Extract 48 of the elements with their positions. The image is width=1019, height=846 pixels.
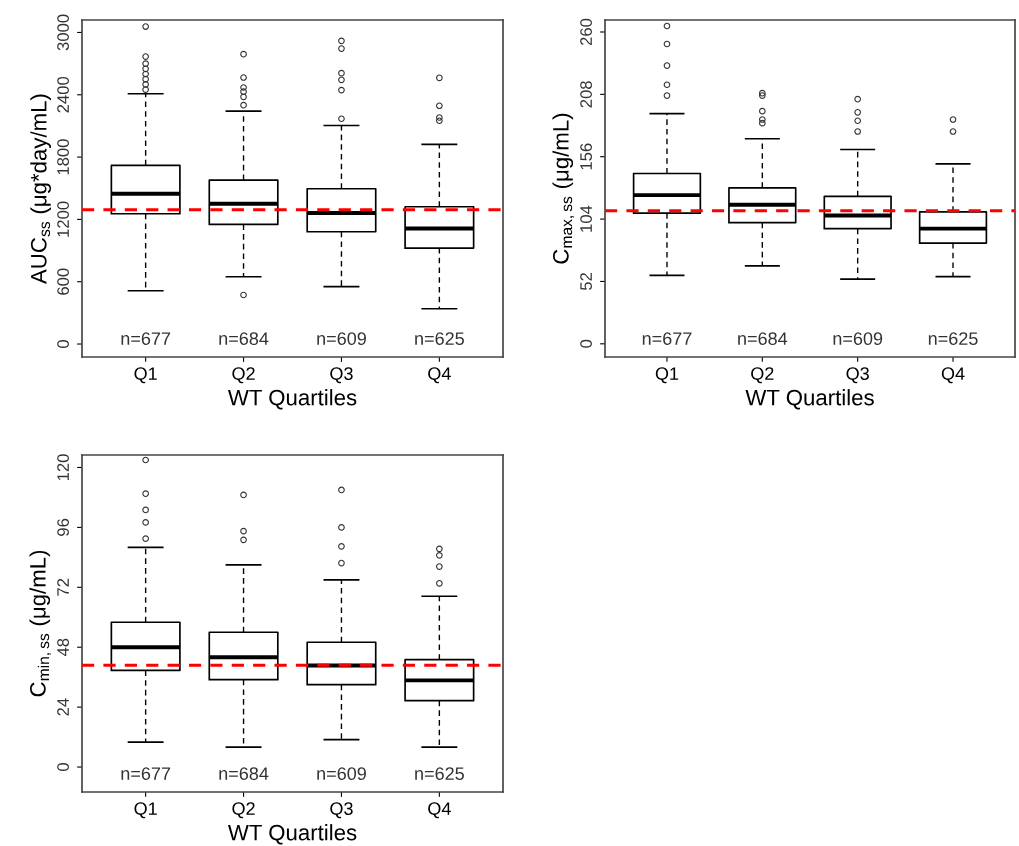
x-tick-label: Q3 [330,802,353,819]
y-tick-label: 1200 [57,201,69,237]
annotation: n=684 [738,332,788,346]
x-tick-label: Q3 [846,367,869,384]
y-tick-label: 2400 [57,76,69,113]
y-tick-label: 52 [580,273,592,291]
y-tick-label: 0 [57,340,69,348]
annotation: n=684 [219,767,269,781]
annotation: n=625 [415,332,464,346]
y-tick-label: 260 [580,18,592,46]
annotation: n=609 [317,767,366,781]
x-tick-label: Q4 [428,367,451,384]
y-tick-label: 0 [580,339,592,348]
x-tick-label: Q3 [330,367,353,384]
annotation: n=625 [415,767,464,781]
annotation: n=609 [317,332,366,346]
x-tick-label: Q2 [232,802,255,819]
x-axis-title: WT Quartiles [745,389,874,410]
y-tick-label: 3000 [57,14,69,51]
x-axis-title: WT Quartiles [227,389,357,410]
y-axis-title: C$_{max,ss}$ (μg/mL) [552,113,575,264]
annotation: n=677 [121,767,171,781]
y-tick-label: 208 [580,81,592,108]
y-tick-label: 0 [57,763,69,772]
y-tick-label: 156 [580,143,592,170]
x-tick-label: Q1 [655,367,679,384]
annotation: n=625 [928,332,978,346]
x-tick-label: Q2 [751,367,774,384]
y-axis-title: AUC$_{ss}$ (μg*day/mL) [30,94,52,285]
x-tick-label: Q2 [232,367,255,384]
x-tick-label: Q4 [941,367,965,384]
x-tick-label: Q4 [428,802,451,819]
y-tick-label: 600 [57,268,69,295]
x-tick-label: Q1 [134,367,157,384]
y-tick-label: 48 [57,638,69,657]
annotation: n=677 [121,332,171,346]
y-tick-label: 120 [57,454,69,481]
annotation: n=677 [642,332,692,346]
y-tick-label: 104 [580,205,592,232]
y-tick-label: 1800 [57,139,69,175]
y-tick-label: 96 [57,518,69,536]
x-axis-title: WT Quartiles [227,824,357,845]
x-tick-label: Q1 [134,802,157,819]
y-tick-label: 24 [57,698,69,716]
y-tick-label: 72 [57,578,69,596]
y-axis-title: C$_{min,ss}$ (μg/mL) [29,550,52,697]
annotation: n=609 [833,332,883,346]
annotation: n=684 [219,332,269,346]
